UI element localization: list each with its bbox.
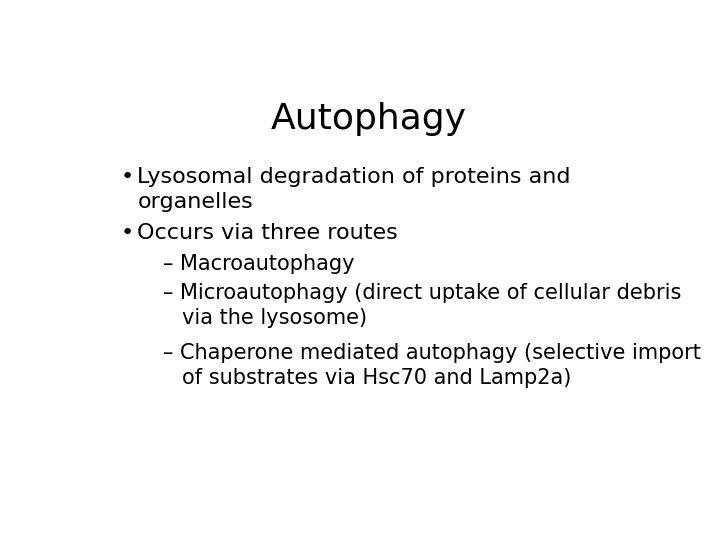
Text: – Chaperone mediated autophagy (selective import: – Chaperone mediated autophagy (selectiv… <box>163 343 701 363</box>
Text: via the lysosome): via the lysosome) <box>182 308 367 328</box>
Text: Lysosomal degradation of proteins and: Lysosomal degradation of proteins and <box>138 167 571 187</box>
Text: – Macroautophagy: – Macroautophagy <box>163 254 354 274</box>
Text: of substrates via Hsc70 and Lamp2a): of substrates via Hsc70 and Lamp2a) <box>182 368 572 388</box>
Text: •: • <box>121 223 134 243</box>
Text: •: • <box>121 167 134 187</box>
Text: organelles: organelles <box>138 192 253 212</box>
Text: – Microautophagy (direct uptake of cellular debris: – Microautophagy (direct uptake of cellu… <box>163 283 681 303</box>
Text: Occurs via three routes: Occurs via three routes <box>138 223 398 243</box>
Text: Autophagy: Autophagy <box>271 102 467 136</box>
